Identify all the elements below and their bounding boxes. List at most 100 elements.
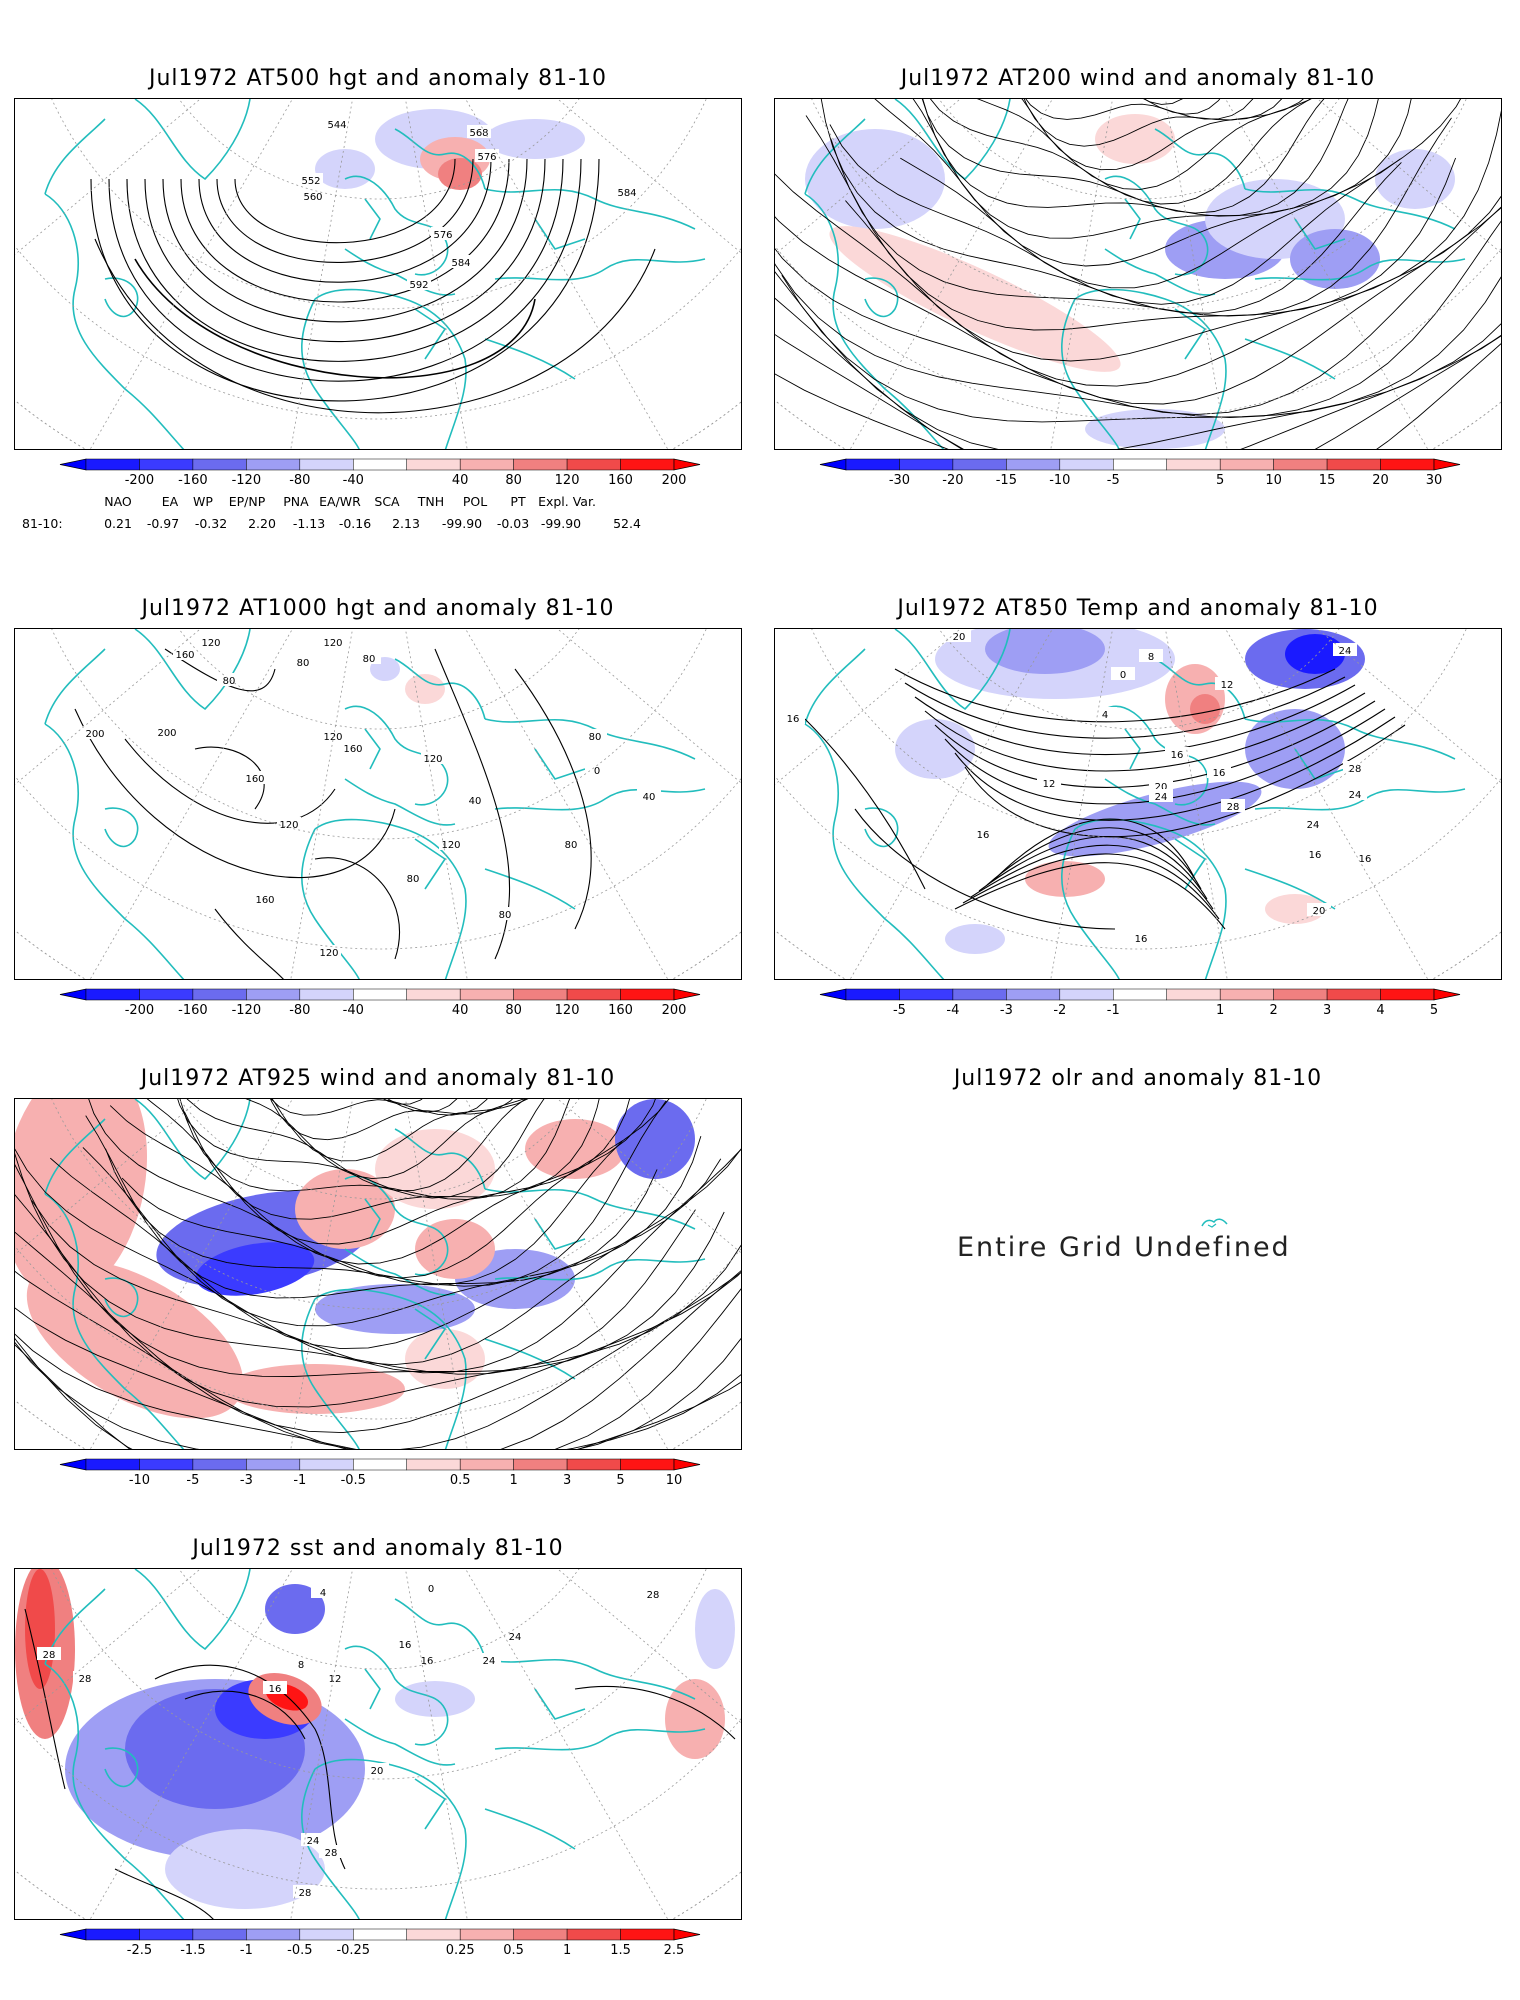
streamline [781,122,1501,423]
contour-label-bg [317,945,341,958]
colorbar-tick-label: -40 [342,1003,364,1018]
colorbar-tick-label: -1 [293,1473,307,1488]
contour-label-bg [299,173,323,186]
colorbar-tick-label: -10 [1049,473,1071,488]
contour-label-bg [365,1763,389,1776]
colorbar-segment [566,458,621,471]
index-value: 2.13 [392,516,420,531]
colorbar-arrow-high [1433,458,1461,471]
colorbar-segment [1219,458,1274,471]
contour-label-bg [407,277,431,290]
contour-label: 28 [1227,802,1240,813]
contour-line [180,158,510,303]
colorbar-segment [139,458,194,471]
colorbar-strip [819,988,1461,1001]
contour-label-group: 576 [431,227,455,241]
contour-line [126,158,564,362]
contour-label-bg [357,651,381,664]
anomaly-shade [1290,229,1380,289]
colorbar-tick-label: 3 [562,1473,572,1488]
colorbar-tick-label: 120 [554,473,580,488]
contour-label-bg [477,1653,501,1666]
colorbar-arrow-low [819,458,847,471]
contour-label: 28 [43,1650,56,1661]
anomaly-shade [165,1829,325,1909]
colorbar-tick-label: 160 [608,473,633,488]
contour-label-group: 20 [1307,903,1331,917]
colorbar-tick-label: 3 [1322,1003,1332,1018]
colorbar-segment [566,1928,621,1941]
colorbar-tick-label: -2.5 [126,1943,153,1958]
colorbar-segment [952,988,1007,1001]
colorbar-tick-label: 1 [562,1943,572,1958]
contour-label-bg [321,729,345,742]
contour-line [434,648,511,960]
streamline [900,157,1401,289]
contour-label-bg [1149,789,1173,802]
contour-line [234,158,456,244]
contour-label-bg [217,673,241,686]
map-boundary [15,399,741,449]
contour-label: 20 [953,632,966,643]
contour-label: 12 [1043,779,1056,790]
streamline [254,1099,521,1116]
index-value: -0.97 [146,516,180,531]
contour-label-bg [641,1587,665,1600]
panel-title: Jul1972 olr and anomaly 81-10 [953,1066,1323,1091]
contour-line [978,835,1208,900]
contour-label-group: 16 [1353,851,1377,865]
contour-label-bg [1303,847,1327,860]
colorbar-segment [1166,458,1221,471]
anomaly-shade [26,1259,244,1419]
streamline [15,1231,741,1449]
colorbar-arrow-high [673,458,701,471]
contour-label: 584 [617,188,636,199]
contour-label: 576 [433,230,452,241]
colorbar-strip [59,988,701,1001]
contour-label: 584 [451,258,470,269]
colorbar-segment [1113,988,1167,1001]
contour-line [114,1868,216,1919]
colorbar-tick-label: 10 [665,1473,683,1488]
contour-label-bg [73,1671,97,1684]
colorbar-segment [353,1928,407,1941]
colorbar-tick-label: -0.25 [336,1943,371,1958]
colorbar-tick-label: 200 [661,473,687,488]
anomaly-shade [1095,114,1175,164]
panel-title: Jul1972 AT500 hgt and anomaly 81-10 [148,66,608,91]
contour-line [124,738,336,824]
map-frame: 544 552 560 568 576 576 584 584 592 [14,98,742,450]
contour-label: 12 [329,1674,342,1685]
colorbar: -200 -160 -120 -80 -40 40 80 120 160 200 [59,988,701,1019]
colorbar-segment [513,1458,568,1471]
colorbar-arrow-high [673,1458,701,1471]
streamline [775,241,1501,449]
colorbar-segment [513,458,568,471]
index-header: TNH [417,494,445,509]
colorbar-tick-label: -5 [1106,473,1120,488]
contour-label-bg [637,789,661,802]
contour-label: 80 [297,658,310,669]
contour-label-group: 28 [1343,761,1367,775]
streamline [15,1113,725,1377]
colorbar-strip [59,1928,701,1941]
streamline [775,146,1501,387]
contour-label: 40 [643,792,656,803]
contour-label-bg [291,655,315,668]
contour-label: 80 [499,910,512,921]
contour-line [108,158,582,382]
colorbar-segment [620,988,675,1001]
contour-label-bg [585,763,609,776]
colorbar-tick-label: 2 [1269,1003,1278,1018]
map-canvas: 28 28 28 16 12 8 0 4 16 16 24 24 20 24 28 28 [15,1569,741,1919]
colorbar-tick-label: 200 [661,1003,687,1018]
colorbar-tick-label: -15 [995,473,1017,488]
colorbar-arrow-low [59,988,87,1001]
contour-label-bg [475,149,499,162]
contour-label: 24 [1339,646,1352,657]
anomaly-shade [1285,634,1345,674]
contour-label-group: 0 [419,1581,443,1595]
colorbar-segment [845,988,900,1001]
contour-label: 24 [307,1836,320,1847]
contour-label-bg [421,751,445,764]
